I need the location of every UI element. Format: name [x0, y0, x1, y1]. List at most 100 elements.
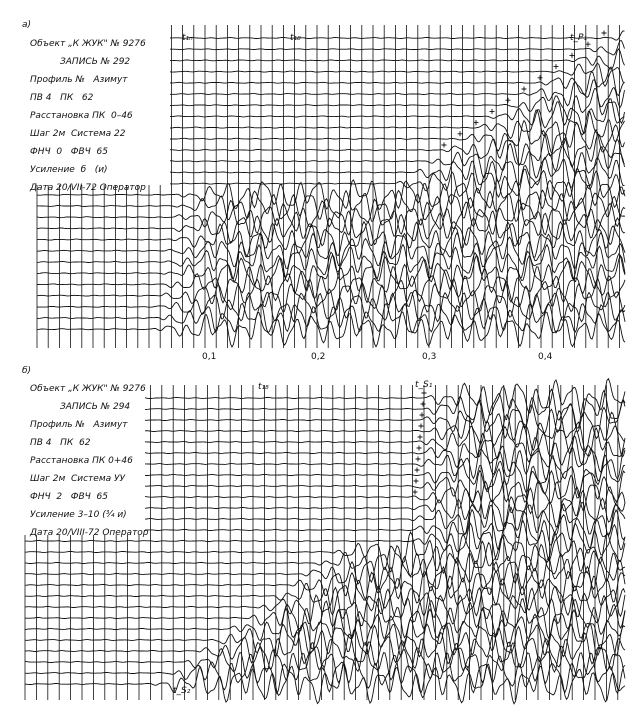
arrival-marker — [489, 108, 495, 114]
arrival-marker — [553, 64, 559, 70]
seismic-trace — [144, 409, 626, 453]
arrival-marker — [505, 97, 511, 103]
seismic-trace — [24, 607, 626, 650]
panel_b-info-line: Дата 20/VIII-72 Оператор — [30, 528, 149, 538]
panel_a-info-line: Шаг 2м Система 22 — [30, 129, 126, 139]
panel_a-info-line: ПВ 4 ПК 62 — [30, 93, 94, 103]
arrival-marker — [414, 467, 420, 473]
seismic-trace — [170, 48, 625, 70]
seismic-trace — [36, 179, 626, 211]
seismic-trace — [144, 377, 626, 419]
arrival-marker — [585, 41, 591, 47]
seismic-trace — [36, 243, 626, 280]
arrival-marker — [420, 401, 426, 407]
annotation-t18: t₁₈ — [290, 33, 301, 43]
seismic-trace — [25, 575, 626, 618]
panel_b-info-line: Расстановка ПК 0+46 — [30, 456, 133, 466]
seismic-trace — [37, 189, 626, 222]
time-tick-0-1: 0,1 — [202, 352, 217, 362]
seismic-trace — [36, 266, 626, 304]
panel_b-info-line: ЗАПИСЬ № 294 — [60, 402, 131, 412]
seismic-trace — [144, 501, 626, 537]
seismic-trace — [144, 432, 626, 474]
seismic-trace — [145, 446, 626, 482]
seismic-trace — [170, 119, 625, 157]
annotation-t18-b: t₁₈ — [258, 382, 269, 392]
seismic-trace — [145, 508, 626, 551]
seismic-trace — [36, 277, 626, 313]
seismic-trace — [36, 210, 626, 247]
seismic-trace — [25, 555, 626, 592]
arrival-marker — [413, 478, 419, 484]
panel_b-info-line: Профиль № Азимут — [30, 420, 128, 430]
seismic-trace — [169, 62, 625, 88]
panel_b-info-line: Шаг 2м Система УУ — [30, 474, 125, 484]
arrival-marker — [569, 52, 575, 58]
seismic-trace — [24, 641, 626, 684]
panel_b-info-line: ПВ 4 ПК 62 — [30, 438, 91, 448]
arrival-marker — [419, 412, 425, 418]
seismic-trace — [37, 220, 626, 258]
seismic-trace — [169, 133, 625, 168]
seismic-trace — [24, 586, 626, 627]
arrival-marker — [417, 434, 423, 440]
seismic-trace — [145, 400, 626, 440]
seismic-trace — [170, 79, 625, 109]
panel_a-info-line: Профиль № Азимут — [30, 75, 128, 85]
panel_a-info-line: Объект „К ЖУК" № 9276 — [30, 39, 146, 49]
seismic-trace — [25, 519, 626, 561]
seismic-trace — [170, 66, 625, 97]
arrival-marker — [473, 120, 479, 126]
seismic-trace — [170, 88, 625, 125]
seismic-trace — [169, 156, 625, 189]
seismic-trace — [170, 98, 625, 135]
panel_b-info-line: Объект „К ЖУК" № 9276 — [30, 384, 146, 394]
annotation-ts1: t_S₁ — [415, 380, 433, 390]
arrival-marker — [457, 131, 463, 137]
panel_b-info-line: Усиление 3–10 (¾ и) — [30, 510, 127, 520]
seismic-trace — [36, 302, 626, 334]
seismic-trace — [36, 311, 626, 348]
time-tick-0-3: 0,3 — [422, 352, 437, 362]
seismic-trace — [145, 388, 626, 429]
seismic-trace — [144, 480, 626, 515]
seismic-trace — [36, 198, 626, 236]
seismic-trace — [24, 541, 626, 584]
seismic-trace — [24, 663, 626, 705]
arrival-marker — [601, 30, 607, 36]
time-tick-0-2: 0,2 — [311, 352, 326, 362]
seismic-trace — [36, 291, 626, 323]
arrival-marker — [415, 456, 421, 462]
seismic-trace — [144, 454, 625, 497]
arrival-marker — [412, 489, 418, 495]
seismic-trace — [169, 143, 625, 179]
arrival-marker — [418, 423, 424, 429]
seismic-trace — [25, 597, 626, 640]
arrival-marker — [421, 390, 427, 396]
panel-b-info: Объект „К ЖУК" № 9276 ЗАПИСЬ № 294 Профиль… — [30, 380, 149, 542]
panel_b-info-line: ФНЧ 2 ФВЧ 65 — [30, 492, 108, 502]
panel_a-info-line: Усиление б (и) — [30, 165, 108, 175]
arrival-marker — [537, 75, 543, 81]
panel_a-info-line: ЗАПИСЬ № 292 — [60, 57, 131, 67]
seismic-trace — [37, 253, 626, 292]
seismic-trace — [24, 565, 626, 604]
arrival-marker — [416, 445, 422, 451]
seismic-trace — [24, 531, 626, 572]
annotation-tp1: t_P₁ — [570, 33, 588, 43]
arrival-marker — [441, 142, 447, 148]
arrival-marker — [521, 86, 527, 92]
seismic-trace — [144, 486, 626, 528]
seismic-trace — [170, 109, 625, 147]
panel-a-label: а) — [22, 20, 32, 30]
seismic-trace — [24, 631, 626, 672]
panel_a-info-line: Расстановка ПК 0–46 — [30, 111, 133, 121]
panel-a-info: Объект „К ЖУК" № 9276 ЗАПИСЬ № 292 Профиль… — [30, 35, 146, 197]
time-tick-0-4: 0,4 — [538, 352, 553, 362]
seismic-trace — [25, 622, 626, 658]
seismic-trace — [169, 30, 625, 41]
panel_a-info-line: Дата 20/VII-72 Оператор — [30, 183, 146, 193]
panel_a-info-line: ФНЧ 0 ФВЧ 65 — [30, 147, 108, 157]
seismic-trace — [36, 231, 626, 269]
